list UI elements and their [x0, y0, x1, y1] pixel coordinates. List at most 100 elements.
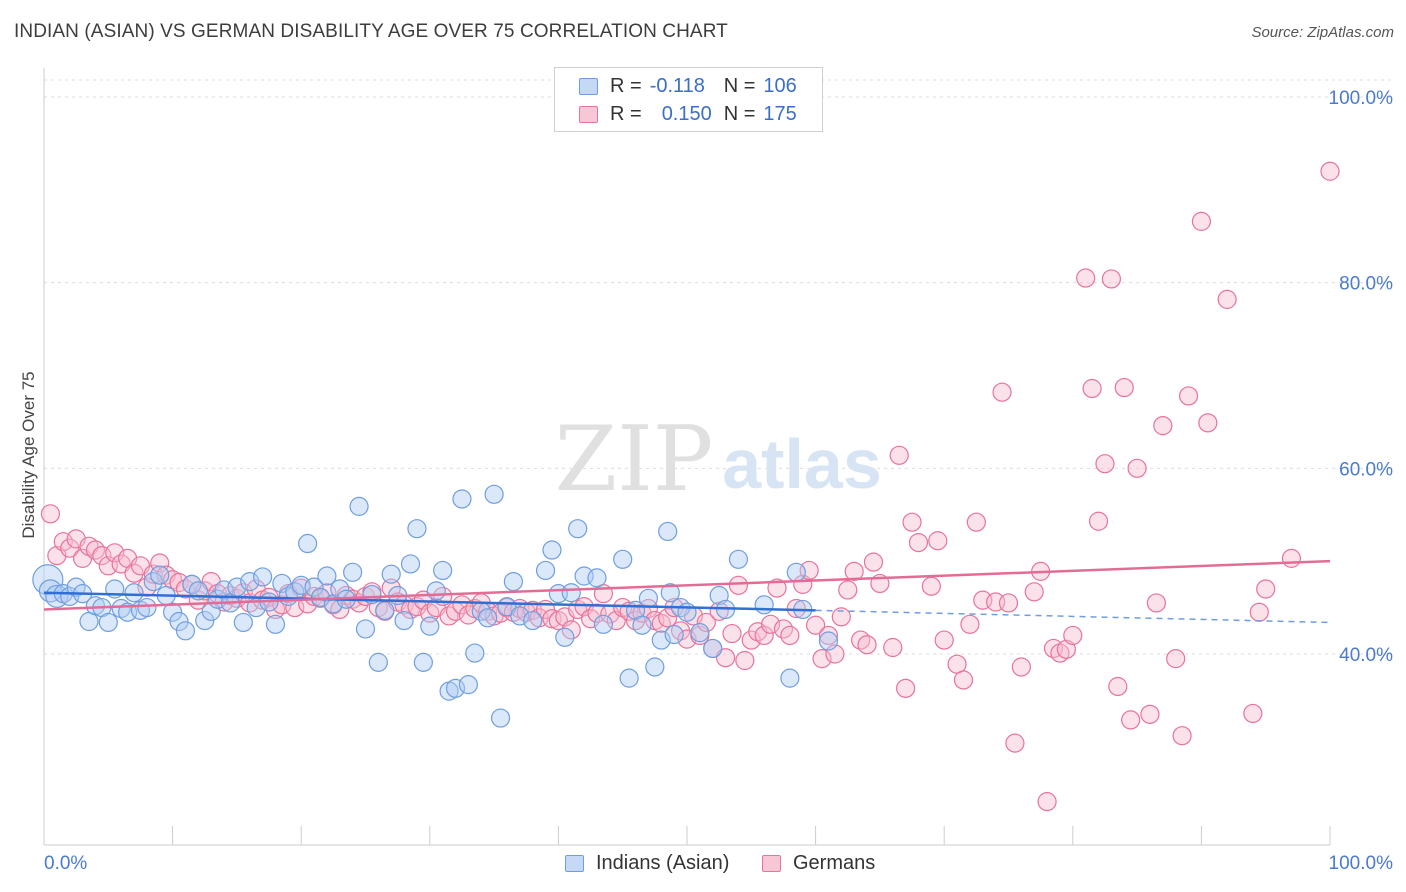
point-germans [902, 512, 922, 532]
point-indians [253, 567, 273, 587]
point-germans [818, 625, 839, 646]
point-indians [542, 540, 562, 560]
point-germans [1011, 657, 1031, 677]
point-indians [150, 565, 170, 585]
legend-label-germans: Germans [793, 852, 876, 874]
point-germans [1320, 161, 1340, 181]
legend-swatch-germans [579, 105, 598, 123]
legend-swatch-indians [579, 77, 598, 95]
y-axis-label: Disability Age Over 75 [19, 371, 38, 539]
point-germans [844, 561, 864, 581]
point-germans [908, 532, 929, 553]
point-germans [1037, 792, 1057, 812]
point-indians [407, 519, 427, 539]
point-germans [831, 607, 851, 627]
point-indians [233, 612, 253, 633]
point-indians [452, 489, 472, 509]
point-indians [317, 566, 337, 586]
point-germans [1178, 386, 1199, 406]
point-indians [400, 554, 421, 574]
point-germans [953, 670, 974, 690]
point-indians [561, 583, 581, 603]
trend-line-germans [43, 559, 1331, 611]
point-germans [1243, 703, 1263, 724]
point-germans [658, 608, 678, 628]
point-germans [921, 576, 941, 596]
point-germans [1256, 579, 1276, 599]
watermark-zip: ZIP [555, 407, 714, 512]
point-indians [709, 585, 729, 606]
point-germans [1127, 458, 1147, 478]
point-germans [966, 512, 986, 532]
point-germans [735, 650, 755, 671]
point-germans [452, 595, 472, 615]
chart-title: INDIAN (ASIAN) VS GERMAN DISABILITY AGE … [14, 21, 728, 42]
point-indians [85, 596, 106, 616]
legend-r-value-indians: -0.118 [649, 74, 705, 97]
point-indians [728, 549, 749, 569]
point-germans [124, 563, 144, 583]
point-germans [709, 601, 729, 621]
point-indians [638, 588, 659, 608]
point-germans [1095, 454, 1115, 474]
x-tick-label-min: 0.0% [44, 853, 87, 874]
point-indians [175, 621, 196, 641]
legend-item-indians: Indians (Asian) [565, 852, 729, 875]
point-germans [928, 531, 948, 551]
point-indians [478, 608, 498, 628]
point-indians [535, 560, 556, 581]
point-germans [1217, 289, 1237, 309]
trend-line-indians [43, 591, 816, 612]
point-indians [420, 616, 440, 636]
source-label: Source: ZipAtlas.com [1251, 24, 1394, 41]
correlation-legend: R = -0.118 N = 106 R = 0.150 N = 175 [554, 67, 823, 132]
point-indians [433, 560, 453, 581]
point-indians [780, 668, 800, 688]
point-indians [818, 631, 839, 651]
point-indians [664, 624, 684, 645]
tick-labels: 40.0% 60.0% 80.0% 100.0% 0.0% 100.0% [44, 88, 1393, 874]
point-germans [561, 620, 581, 640]
trend-line-indians-extension [815, 609, 1331, 624]
point-indians [568, 519, 588, 539]
legend-label-indians: Indians (Asian) [596, 852, 730, 874]
point-germans [863, 552, 884, 572]
point-germans [1024, 582, 1044, 602]
point-germans [1076, 268, 1096, 288]
point-indians [413, 652, 433, 672]
trend-lines [43, 559, 1331, 624]
point-indians [375, 600, 395, 620]
point-germans [1140, 704, 1160, 724]
point-indians [503, 571, 523, 592]
legend-row-indians: R = -0.118 N = 106 [579, 74, 797, 98]
x-tick-label-max: 100.0% [1329, 853, 1394, 874]
legend-n-label: N = [723, 74, 756, 97]
point-germans [934, 630, 954, 650]
point-indians [677, 602, 697, 622]
point-indians [355, 619, 376, 639]
point-germans [1121, 710, 1141, 730]
point-indians [368, 652, 388, 672]
point-germans [1249, 602, 1269, 622]
y-tick-label: 100.0% [1329, 88, 1394, 109]
point-indians [555, 627, 575, 647]
point-germans [812, 649, 832, 669]
point-indians [304, 577, 324, 597]
point-germans [998, 593, 1019, 613]
point-indians [381, 564, 401, 584]
point-germans [1101, 269, 1121, 289]
legend-n-value-germans: 175 [763, 102, 797, 125]
point-indians [458, 675, 478, 695]
point-germans [1108, 676, 1128, 697]
point-indians [658, 521, 678, 542]
legend-r-value-germans: 0.150 [661, 102, 712, 125]
point-germans [1146, 593, 1166, 613]
point-germans [1281, 548, 1302, 568]
point-germans [40, 504, 61, 524]
y-tick-label: 80.0% [1339, 274, 1393, 295]
point-indians [703, 638, 723, 659]
legend-swatch-indians [565, 855, 584, 872]
point-germans [1153, 416, 1173, 436]
point-indians [632, 615, 652, 635]
point-germans [889, 445, 909, 465]
